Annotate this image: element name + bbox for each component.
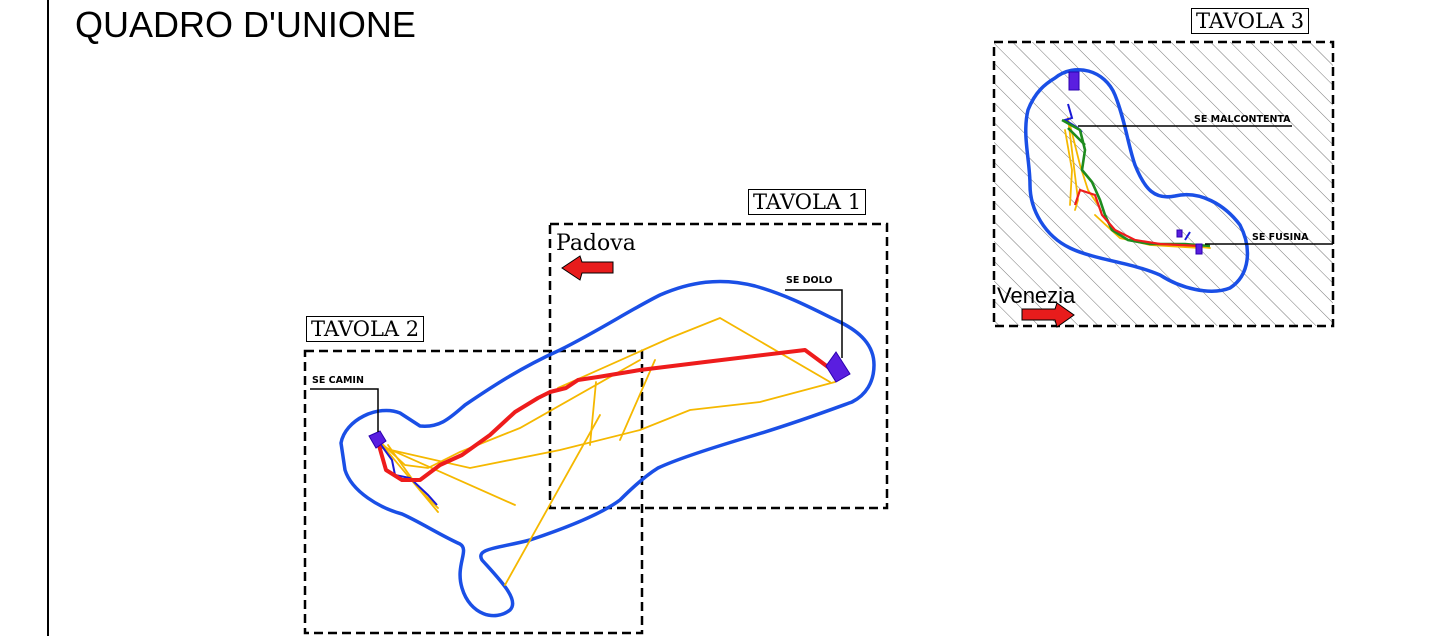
tavola-2-frame[interactable] <box>303 349 644 635</box>
substation-label-malcontenta: SE MALCONTENTA <box>1194 114 1291 125</box>
tavola-3-label[interactable]: TAVOLA 3 <box>1191 8 1310 34</box>
page-title: QUADRO D'UNIONE <box>75 4 416 45</box>
callout-leaders <box>310 125 1333 432</box>
substation-label-camin: SE CAMIN <box>312 375 364 386</box>
city-label-venezia: Venezia <box>997 283 1076 308</box>
substation-label-fusina: SE FUSINA <box>1252 232 1309 243</box>
alternative-routes <box>377 117 1211 586</box>
arrow-padova <box>561 255 614 281</box>
substation-label-dolo: SE DOLO <box>786 275 833 286</box>
main-route-tavola-3 <box>1073 188 1201 248</box>
tavola-3-buffer <box>1024 68 1250 293</box>
tavola-1-frame[interactable] <box>548 222 889 510</box>
tavola-2-label[interactable]: TAVOLA 2 <box>306 316 425 342</box>
arrow-venezia <box>1021 302 1075 328</box>
tavola-1-label[interactable]: TAVOLA 1 <box>748 189 867 215</box>
main-route <box>376 348 834 482</box>
substation-markers <box>368 71 1203 449</box>
study-area-buffer <box>339 279 876 618</box>
frame-left-border <box>47 0 49 636</box>
city-label-padova: Padova <box>556 231 636 256</box>
